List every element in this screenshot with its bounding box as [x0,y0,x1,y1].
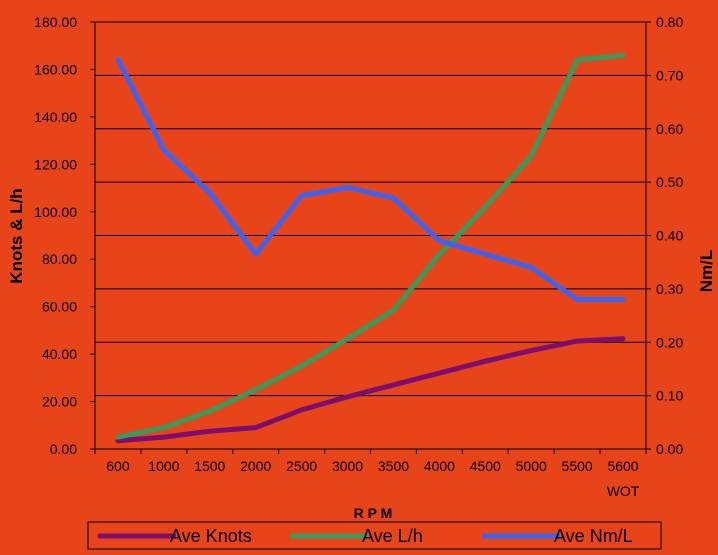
y-left-tick-label: 80.00 [42,251,77,267]
y-right-tick-label: 0.80 [656,14,683,30]
y-right-tick-label: 0.60 [656,121,683,137]
series-lines [115,52,626,444]
series-line-1 [115,52,626,440]
series-line-2 [115,56,626,302]
legend-label-2: Ave Nm/L [554,526,633,546]
x-tick-label-line: 5600 [607,458,638,474]
x-tick-label: 5000 [516,458,547,474]
x-tick-label-line: 5500 [562,458,593,474]
y-right-tick-label: 0.50 [656,174,683,190]
x-tick-label-line: 2500 [286,458,317,474]
y-right-tick-label: 0.30 [656,281,683,297]
legend-label-0: Ave Knots [170,526,252,546]
axes [90,21,651,454]
x-tick-label: 1500 [194,458,225,474]
x-tick-label-line: 1500 [194,458,225,474]
y-left-tick-label: 40.00 [42,346,77,362]
y-left-tick-label: 160.00 [34,61,77,77]
y-left-tick-label: 60.00 [42,299,77,315]
x-tick-label-line: 2000 [240,458,271,474]
x-tick-label: 4500 [470,458,501,474]
x-tick-label-line: 600 [106,458,130,474]
x-axis-title: R P M [354,505,393,521]
x-tick-label: 2000 [240,458,271,474]
x-tick-label: 5600 WOT [607,458,640,499]
series-line-0 [115,336,626,444]
x-tick-label-line: 5000 [516,458,547,474]
y-right-tick-label: 0.00 [656,441,683,457]
y-left-tick-label: 20.00 [42,394,77,410]
grid-lines [95,74,646,397]
y-right-tick-label: 0.70 [656,67,683,83]
y-left-tick-label: 140.00 [34,109,77,125]
x-tick-label-line: WOT [607,483,640,499]
x-tick-label: 4000 [424,458,455,474]
y-right-tick-label: 0.10 [656,388,683,404]
x-tick-label: 3000 [332,458,363,474]
legend: Ave Knots Ave L/h Ave Nm/L [87,521,662,550]
tick-labels: 0.00 20.00 40.00 60.00 80.00 100.00 120.00 140.… [34,14,683,499]
legend-box [87,521,662,550]
x-tick-label-line: 3000 [332,458,363,474]
x-tick-label-line: 4000 [424,458,455,474]
x-tick-label-line: 4500 [470,458,501,474]
x-tick-label: 1000 [148,458,179,474]
x-tick-label: 3500 [378,458,409,474]
x-tick-label: 600 [106,458,130,474]
y-left-tick-label: 0.00 [50,441,77,457]
x-tick-label: 5500 [562,458,593,474]
legend-label-1: Ave L/h [362,526,423,546]
x-tick-label: 2500 [286,458,317,474]
y-left-tick-label: 100.00 [34,204,77,220]
y-axis-left-title: Knots & L/h [7,188,26,283]
y-right-tick-label: 0.40 [656,228,683,244]
y-left-tick-label: 120.00 [34,156,77,172]
y-right-tick-label: 0.20 [656,334,683,350]
x-tick-label-line: 1000 [148,458,179,474]
x-tick-label-line: 3500 [378,458,409,474]
y-axis-right-title: Nm/L [697,250,716,293]
y-left-tick-label: 180.00 [34,14,77,30]
